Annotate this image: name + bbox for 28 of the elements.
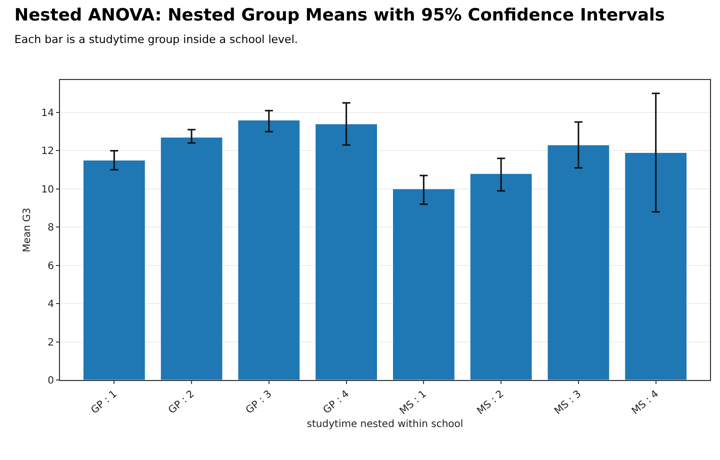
x-tick-label: MS : 4 (630, 388, 661, 418)
y-axis-title: Mean G3 (22, 208, 33, 252)
x-tick-label: GP : 1 (89, 388, 120, 416)
chart-title: Nested ANOVA: Nested Group Means with 95% Confidence Intervals (14, 6, 665, 26)
y-tick-label: 12 (41, 146, 54, 158)
x-tick-label: GP : 2 (166, 388, 197, 416)
x-tick-label: MS : 3 (552, 388, 584, 418)
bar (315, 124, 378, 380)
y-tick-label: 14 (41, 108, 54, 119)
y-tick-label: 2 (48, 337, 54, 348)
x-tick-label: GP : 3 (244, 388, 274, 416)
chart-subtitle: Each bar is a studytime group inside a school level. (14, 32, 298, 46)
y-tick-label: 8 (48, 222, 54, 234)
x-tick-label: MS : 2 (475, 388, 506, 418)
x-tick-label: GP : 4 (321, 388, 352, 416)
y-tick-label: 10 (41, 184, 54, 196)
y-tick-label: 0 (48, 376, 54, 386)
x-tick-label: MS : 1 (398, 388, 429, 418)
bar (624, 152, 688, 380)
bar (470, 173, 532, 380)
y-tick-label: 4 (48, 299, 54, 310)
bar (547, 144, 610, 380)
x-axis-title: studytime nested within school (306, 419, 464, 430)
bar (392, 188, 455, 380)
bar (160, 137, 223, 380)
y-tick-label: 6 (48, 260, 54, 272)
bar (82, 160, 146, 380)
bar (238, 120, 300, 380)
